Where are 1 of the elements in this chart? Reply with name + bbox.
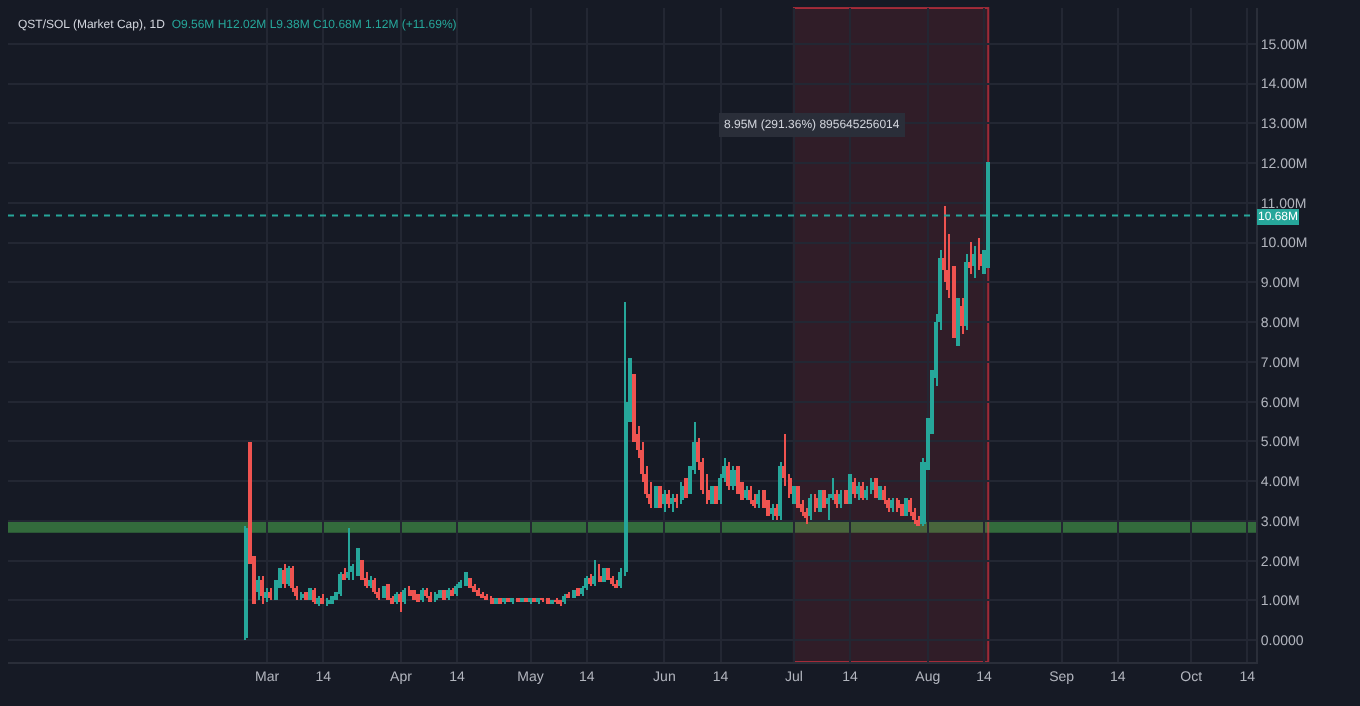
candlestick	[356, 548, 360, 576]
